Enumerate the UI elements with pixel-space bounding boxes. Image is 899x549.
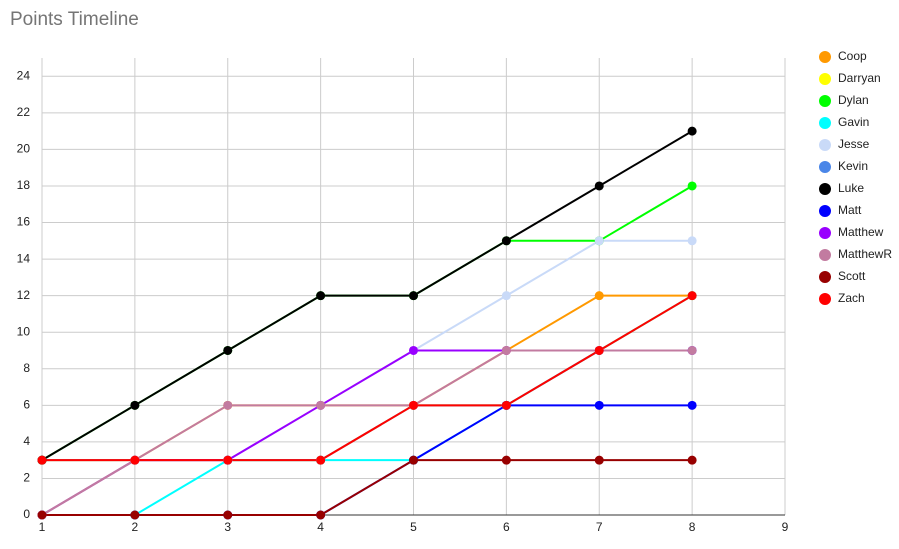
legend-label: Matthew (838, 225, 884, 239)
data-point (316, 455, 326, 465)
data-point (594, 236, 604, 246)
data-point (687, 236, 697, 246)
data-point (501, 455, 511, 465)
x-tick-label: 2 (132, 520, 139, 534)
y-tick-label: 2 (23, 471, 30, 485)
legend-marker (819, 161, 831, 173)
chart-title: Points Timeline (10, 9, 139, 30)
x-tick-label: 1 (39, 520, 46, 534)
legend-marker (819, 73, 831, 85)
legend-label: MatthewR (838, 247, 892, 261)
data-point (37, 510, 47, 520)
y-tick-label: 6 (23, 397, 30, 411)
legend-marker (819, 139, 831, 151)
y-tick-label: 18 (17, 178, 31, 192)
data-point (687, 400, 697, 410)
series-line (42, 294, 693, 462)
data-point (594, 400, 604, 410)
x-tick-label: 8 (689, 520, 696, 534)
data-point (409, 455, 418, 465)
x-tick-label: 3 (224, 520, 231, 534)
x-tick-label: 4 (317, 520, 324, 534)
legend-marker (819, 51, 831, 63)
legend-marker (819, 271, 831, 283)
data-point (223, 455, 233, 465)
series-line (41, 185, 693, 462)
data-point (223, 510, 233, 520)
x-tick-label: 5 (410, 520, 417, 534)
data-point (316, 291, 326, 301)
legend-label: Luke (838, 181, 864, 195)
legend-label: Jesse (838, 137, 870, 151)
data-point (223, 345, 233, 355)
legend-marker (819, 249, 831, 261)
legend-marker (819, 227, 831, 239)
data-point (37, 455, 47, 465)
legend-label: Scott (838, 269, 866, 283)
data-point (409, 291, 418, 301)
data-point (687, 345, 697, 355)
legend-marker (819, 293, 831, 305)
data-point (130, 455, 140, 465)
y-tick-label: 0 (23, 507, 30, 521)
y-tick-label: 8 (23, 361, 30, 375)
data-point (594, 181, 604, 191)
data-point (687, 291, 697, 301)
data-point (501, 345, 511, 355)
data-point (687, 181, 697, 191)
x-tick-label: 6 (503, 520, 510, 534)
series-line (42, 459, 693, 516)
data-point (501, 236, 511, 246)
legend-marker (819, 117, 831, 129)
series-line (41, 349, 693, 516)
data-point (687, 126, 697, 136)
legend-label: Matt (838, 203, 862, 217)
data-point (316, 510, 326, 520)
legend-label: Zach (838, 291, 865, 305)
y-tick-label: 14 (17, 251, 31, 265)
data-point (130, 400, 140, 410)
legend-label: Darryan (838, 71, 881, 85)
legend-marker (819, 183, 831, 195)
legend-marker (819, 95, 831, 107)
series-line (41, 130, 693, 462)
y-tick-label: 10 (17, 324, 31, 338)
x-tick-label: 7 (596, 520, 603, 534)
y-tick-label: 12 (17, 288, 31, 302)
legend-marker (819, 205, 831, 217)
data-point (409, 400, 418, 410)
data-point (316, 400, 326, 410)
y-tick-label: 16 (17, 215, 31, 229)
data-point (594, 291, 604, 301)
data-point (687, 455, 697, 465)
x-tick-label: 9 (782, 520, 789, 534)
y-tick-label: 4 (23, 434, 30, 448)
data-point (223, 400, 233, 410)
legend-label: Dylan (838, 93, 869, 107)
data-point (594, 345, 604, 355)
data-point (501, 400, 511, 410)
data-point (409, 345, 418, 355)
data-point (130, 510, 140, 520)
y-tick-label: 24 (17, 68, 31, 82)
data-point (501, 291, 511, 301)
y-tick-label: 22 (17, 105, 31, 119)
legend-label: Kevin (838, 159, 868, 173)
legend-label: Gavin (838, 115, 869, 129)
data-point (594, 455, 604, 465)
y-tick-label: 20 (17, 142, 31, 156)
legend-label: Coop (838, 49, 867, 63)
